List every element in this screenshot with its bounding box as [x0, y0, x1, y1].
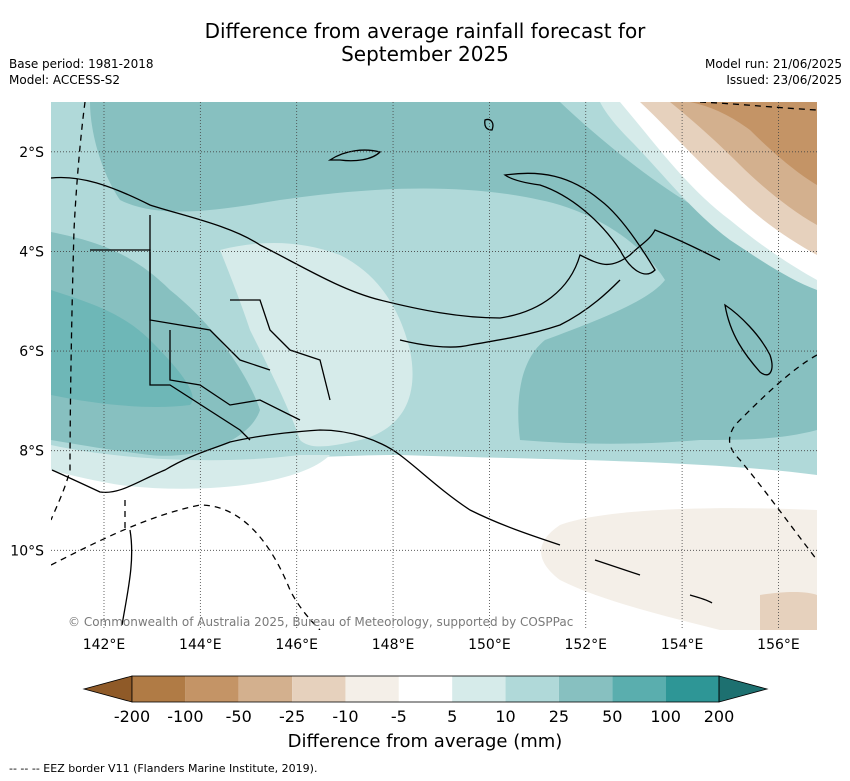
lon-tick-label: 144°E [179, 637, 222, 653]
eez-border-east [728, 354, 817, 561]
colorbar-tick-label: 100 [650, 707, 681, 726]
colorbar-outline [131, 675, 720, 703]
manus-island [327, 149, 382, 162]
colorbar-title: Difference from average (mm) [287, 731, 563, 752]
colorbar-tick-label: 25 [549, 707, 569, 726]
colorbar-tick-label: -5 [391, 707, 407, 726]
lon-tick-label: 154°E [661, 637, 704, 653]
colorbar-tick-label: 50 [602, 707, 622, 726]
model-run-text: Model run: 21/06/2025 [704, 57, 842, 71]
colorbar-tick-label: 5 [447, 707, 457, 726]
cape-york [121, 529, 133, 626]
model-info: Base period: 1981-2018 Model: ACCESS-S2 [9, 56, 154, 88]
colorbar-segment [505, 676, 559, 702]
colorbar-tick-label: -10 [332, 707, 358, 726]
colorbar-tick-label: 10 [495, 707, 515, 726]
lon-tick-label: 148°E [372, 637, 415, 653]
colorbar-segment [132, 676, 186, 702]
lat-tick-label: 10°S [10, 543, 44, 559]
eez-border-north [699, 102, 817, 111]
colorbar-tick-label: 200 [704, 707, 735, 726]
eez-borders [51, 102, 817, 630]
lon-tick-label: 150°E [468, 637, 511, 653]
colorbar-tick-label: -100 [167, 707, 203, 726]
colorbar-segment [238, 676, 293, 702]
latitude-labels: 2°S 4°S 6°S 8°S 10°S [10, 145, 44, 559]
colorbar-extend-low [82, 675, 133, 703]
band-minus50-minus100 [690, 102, 817, 185]
new-britain-south-coast [399, 279, 621, 348]
colorbar-segment [612, 676, 666, 702]
lat-tick-label: 6°S [19, 344, 44, 360]
band-minus10-minus25-southeast [760, 591, 817, 630]
band-5-10-central [220, 243, 413, 447]
lat-tick-label: 4°S [19, 244, 44, 260]
border-west [149, 215, 251, 441]
coastlines [51, 118, 773, 626]
new-guinea-north-coast [51, 176, 721, 319]
province-border-1 [90, 249, 271, 371]
gridlines [51, 102, 817, 630]
band-5-10-southwest [51, 445, 330, 489]
band-25-50-central [90, 102, 817, 444]
longitude-labels: 142°E 144°E 146°E 148°E 150°E 152°E 154°E 156°E [83, 637, 800, 653]
copyright-credit: © Commonwealth of Australia 2025, Bureau… [68, 615, 573, 629]
province-border-3 [230, 299, 331, 401]
mussau-island [484, 118, 494, 131]
lon-tick-label: 146°E [275, 637, 318, 653]
lon-tick-label: 142°E [83, 637, 126, 653]
lat-tick-label: 8°S [19, 444, 44, 460]
model-name-text: Model: ACCESS-S2 [9, 73, 121, 87]
lat-tick-label: 2°S [19, 145, 44, 161]
colorbar: -200 -100 -50 -25 -10 -5 5 10 25 50 100 200 [82, 675, 769, 726]
colorbar-segment [665, 676, 719, 702]
province-border-2 [169, 330, 301, 421]
colorbar-tick-label: -50 [226, 707, 252, 726]
rossel-island [689, 594, 713, 604]
eez-border-south [51, 504, 321, 630]
map-title-line1: Difference from average rainfall forecas… [204, 19, 646, 43]
colorbar-extend-high [718, 675, 769, 703]
new-guinea-south-coast [51, 429, 561, 546]
colorbar-tick-label: -200 [114, 707, 150, 726]
map-title: Difference from average rainfall forecas… [0, 20, 850, 66]
louisiade-islands [594, 559, 641, 576]
bougainville [724, 303, 773, 376]
colorbar-segment [452, 676, 506, 702]
colorbar-segment [185, 676, 239, 702]
issued-date-text: Issued: 23/06/2025 [726, 73, 842, 87]
run-info: Model run: 21/06/2025 Issued: 23/06/2025 [705, 56, 842, 88]
colorbar-tick-label: -25 [279, 707, 305, 726]
lon-tick-label: 152°E [564, 637, 607, 653]
map-title-line2: September 2025 [341, 42, 509, 66]
colorbar-segment [345, 676, 399, 702]
base-period-text: Base period: 1981-2018 [9, 57, 154, 71]
colorbar-segment [558, 676, 613, 702]
band-50-100-west [51, 290, 193, 407]
band-minus5-minus10-southeast [541, 508, 817, 630]
colorbar-segment [398, 676, 453, 702]
new-ireland [503, 172, 656, 275]
colorbar-segment [292, 676, 346, 702]
rainfall-field [51, 102, 817, 630]
eez-legend-note: -- -- -- EEZ border V11 (Flanders Marine… [9, 762, 318, 775]
lon-tick-label: 156°E [757, 637, 800, 653]
